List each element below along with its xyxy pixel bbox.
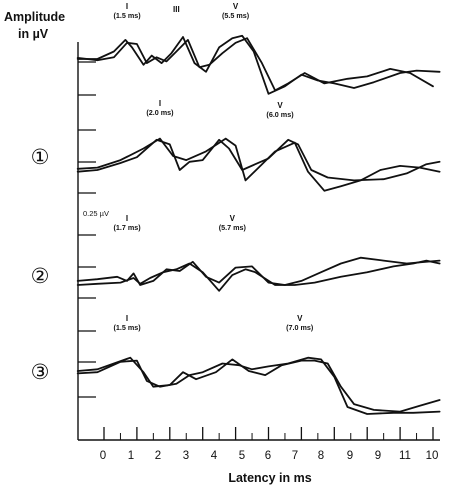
y-axis-title-line2: in µV [18,27,49,41]
panel-3-trace-1 [76,356,441,415]
y-axis-ticks [78,61,96,398]
x-axis-ticks [103,427,434,440]
x-tick-label-4: 4 [211,450,218,462]
x-tick-label-11: 11 [399,450,411,462]
x-tick-label-6: 6 [265,450,271,462]
panel-2-peak-label-1-line-0: V [230,214,236,223]
panel-0-peak-label-1-line-0: III [173,5,180,14]
x-tick-label-9: 9 [347,450,353,462]
panel-0-peak-label-0-line-1: (1.5 ms) [113,11,141,20]
panel-0-peak-label-2-line-0: V [233,2,239,11]
waveform-panel-3: ② I(1.7 ms) V(5.7 ms) [31,214,441,292]
panel-0-peak-label-0-line-0: I [126,2,128,11]
panel-1-trace-0 [76,138,441,182]
x-tick-label-3: 3 [183,450,189,462]
panel-0-trace-1 [76,37,434,92]
scale-bar-label: 0.25 µV [83,209,109,218]
panel-2-trace-1 [76,256,441,286]
x-tick-label-5: 5 [239,450,245,462]
x-tick-label-2: 2 [155,450,161,462]
panel-marker-2: ② [31,264,50,288]
x-tick-label-12: 10 [426,450,439,462]
x-tick-label-0: 0 [100,450,106,462]
x-axis-title: Latency in ms [228,471,311,485]
x-tick-label-10: 9 [375,450,381,462]
waveform-panel-1: I(1.5 ms) III V(5.5 ms) [76,2,441,95]
panel-2-peak-label-1-line-1: (5.7 ms) [219,223,247,232]
panel-3-peak-label-1-line-1: (7.0 ms) [286,323,314,332]
panel-marker-3: ③ [31,360,50,384]
x-tick-label-7: 7 [292,450,298,462]
x-tick-label-1: 1 [128,450,134,462]
panel-marker-1: ① [31,145,50,169]
panel-1-peak-label-1-line-0: V [277,101,283,110]
x-tick-label-8: 8 [318,450,324,462]
y-axis-title: Amplitude in µV [4,10,65,41]
panel-0-trace-0 [76,34,441,95]
y-axis-title-line1: Amplitude [4,10,65,24]
panel-1-peak-label-0-line-0: I [159,99,161,108]
panel-3-peak-label-1-line-0: V [297,314,303,323]
waveform-panels: I(1.5 ms)III V(5.5 ms)①I(2.0 ms)V(6.0 ms)… [31,2,441,415]
panel-1-trace-1 [76,137,441,192]
panel-1-peak-label-0-line-1: (2.0 ms) [146,108,174,117]
waveform-panel-4: ③ I(1.5 ms) V(7.0 ms) [31,314,441,415]
panel-0-peak-label-2-line-1: (5.5 ms) [222,11,250,20]
panel-3-peak-label-0-line-1: (1.5 ms) [113,323,141,332]
panel-1-peak-label-1-line-1: (6.0 ms) [266,110,294,119]
panel-3-trace-0 [76,356,441,413]
panel-3-peak-label-0-line-0: I [126,314,128,323]
x-axis-tick-labels: 0 1 2 3 4 5 6 7 8 9 9 11 10 [100,450,439,462]
panel-2-peak-label-0-line-0: I [126,214,128,223]
panel-2-peak-label-0-line-1: (1.7 ms) [113,223,141,232]
waveform-panel-2: ① I(2.0 ms) V(6.0 ms) [31,99,441,192]
